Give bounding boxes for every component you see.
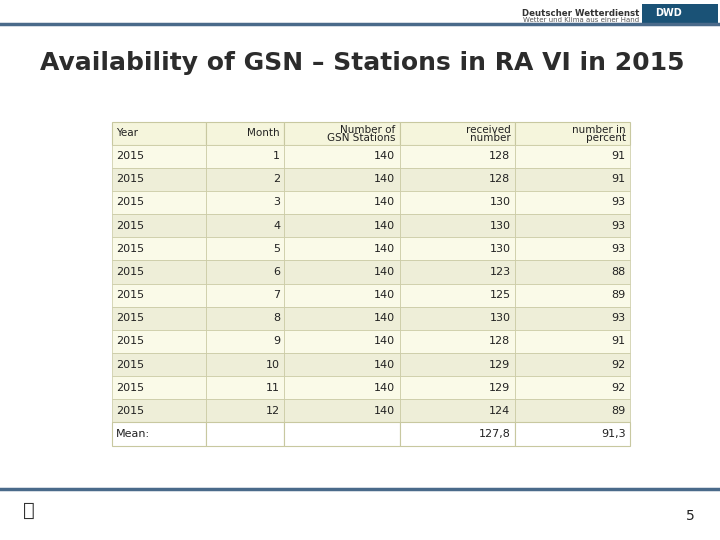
Text: 2015: 2015 bbox=[116, 313, 144, 323]
Text: 2015: 2015 bbox=[116, 221, 144, 231]
Text: 140: 140 bbox=[374, 174, 395, 184]
Text: 89: 89 bbox=[611, 290, 626, 300]
Text: 140: 140 bbox=[374, 360, 395, 369]
Text: 7: 7 bbox=[273, 290, 280, 300]
Text: 123: 123 bbox=[490, 267, 510, 277]
Text: 92: 92 bbox=[611, 360, 626, 369]
Text: Year: Year bbox=[116, 128, 138, 138]
Text: Mean:: Mean: bbox=[116, 429, 150, 439]
Text: 124: 124 bbox=[489, 406, 510, 416]
Text: received: received bbox=[466, 125, 510, 134]
Text: number: number bbox=[469, 133, 510, 143]
Text: 2015: 2015 bbox=[116, 151, 144, 161]
Text: 128: 128 bbox=[489, 151, 510, 161]
Text: 2015: 2015 bbox=[116, 267, 144, 277]
Text: percent: percent bbox=[585, 133, 626, 143]
Text: 5: 5 bbox=[686, 509, 695, 523]
Text: 130: 130 bbox=[490, 313, 510, 323]
Text: 2015: 2015 bbox=[116, 360, 144, 369]
Text: Wetter und Klima aus einer Hand: Wetter und Klima aus einer Hand bbox=[523, 17, 639, 23]
Text: 2015: 2015 bbox=[116, 290, 144, 300]
Text: 91: 91 bbox=[611, 151, 626, 161]
Text: 91,3: 91,3 bbox=[601, 429, 626, 439]
Text: 11: 11 bbox=[266, 383, 280, 393]
Text: 91: 91 bbox=[611, 174, 626, 184]
Text: 130: 130 bbox=[490, 198, 510, 207]
Text: 128: 128 bbox=[489, 336, 510, 346]
Text: 93: 93 bbox=[611, 221, 626, 231]
Text: 9: 9 bbox=[273, 336, 280, 346]
Text: 93: 93 bbox=[611, 313, 626, 323]
Text: 4: 4 bbox=[273, 221, 280, 231]
Text: 8: 8 bbox=[273, 313, 280, 323]
Text: DWD: DWD bbox=[654, 9, 682, 18]
Text: 128: 128 bbox=[489, 174, 510, 184]
Text: 140: 140 bbox=[374, 151, 395, 161]
Text: 1: 1 bbox=[273, 151, 280, 161]
Text: 2015: 2015 bbox=[116, 383, 144, 393]
Text: number in: number in bbox=[572, 125, 626, 134]
Text: Number of: Number of bbox=[340, 125, 395, 134]
Text: 10: 10 bbox=[266, 360, 280, 369]
Text: 140: 140 bbox=[374, 336, 395, 346]
Text: 92: 92 bbox=[611, 383, 626, 393]
Text: 140: 140 bbox=[374, 267, 395, 277]
Text: 2015: 2015 bbox=[116, 406, 144, 416]
Text: 140: 140 bbox=[374, 198, 395, 207]
Text: 140: 140 bbox=[374, 383, 395, 393]
Text: 89: 89 bbox=[611, 406, 626, 416]
Text: 2015: 2015 bbox=[116, 198, 144, 207]
Text: 140: 140 bbox=[374, 244, 395, 254]
Text: 93: 93 bbox=[611, 244, 626, 254]
Text: 12: 12 bbox=[266, 406, 280, 416]
Text: 140: 140 bbox=[374, 290, 395, 300]
Text: 2015: 2015 bbox=[116, 174, 144, 184]
Text: GSN Stations: GSN Stations bbox=[327, 133, 395, 143]
Text: Month: Month bbox=[248, 128, 280, 138]
Text: 140: 140 bbox=[374, 221, 395, 231]
Text: 130: 130 bbox=[490, 221, 510, 231]
Text: 🦅: 🦅 bbox=[23, 501, 35, 520]
Text: 129: 129 bbox=[489, 360, 510, 369]
Text: 6: 6 bbox=[273, 267, 280, 277]
Text: 130: 130 bbox=[490, 244, 510, 254]
Text: 2015: 2015 bbox=[116, 244, 144, 254]
Text: 91: 91 bbox=[611, 336, 626, 346]
Text: 3: 3 bbox=[273, 198, 280, 207]
Text: 93: 93 bbox=[611, 198, 626, 207]
Text: 127,8: 127,8 bbox=[479, 429, 510, 439]
Text: 125: 125 bbox=[490, 290, 510, 300]
Text: Availability of GSN – Stations in RA VI in 2015: Availability of GSN – Stations in RA VI … bbox=[40, 51, 684, 75]
Text: 129: 129 bbox=[489, 383, 510, 393]
Text: 2015: 2015 bbox=[116, 336, 144, 346]
Text: 5: 5 bbox=[273, 244, 280, 254]
Text: Deutscher Wetterdienst: Deutscher Wetterdienst bbox=[522, 9, 639, 18]
Text: 2: 2 bbox=[273, 174, 280, 184]
Text: 88: 88 bbox=[611, 267, 626, 277]
Text: 140: 140 bbox=[374, 406, 395, 416]
Text: 140: 140 bbox=[374, 313, 395, 323]
